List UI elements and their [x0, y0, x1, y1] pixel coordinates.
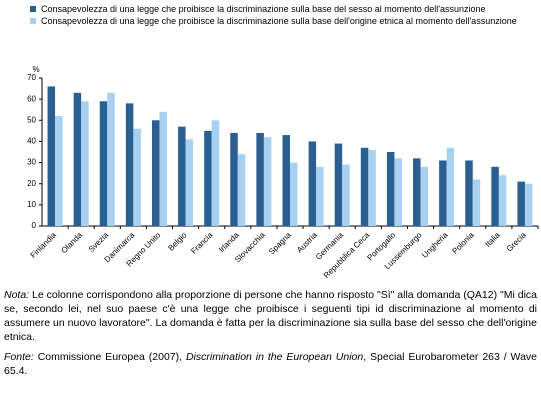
- y-tick-label: 40: [27, 137, 36, 146]
- bar: [99, 101, 108, 226]
- bar: [81, 101, 89, 226]
- y-tick-label: 60: [27, 94, 36, 103]
- bar: [263, 137, 272, 226]
- bar: [73, 92, 82, 226]
- x-tick-label: Finlandia: [29, 230, 59, 260]
- bar: [394, 158, 402, 226]
- x-tick-label: Austria: [295, 230, 319, 254]
- source-title: Discrimination in the European Union: [185, 351, 364, 363]
- bar: [498, 175, 507, 226]
- bar: [151, 120, 160, 226]
- bar: [133, 128, 141, 226]
- bar: [211, 120, 220, 226]
- bar: [204, 130, 212, 226]
- y-tick-label: 10: [27, 200, 36, 209]
- x-tick-label: Repubblica Ceca: [322, 230, 372, 280]
- legend-label: Consapevolezza di una legge che proibisc…: [41, 16, 517, 26]
- bar: [185, 139, 194, 226]
- bar: [517, 181, 525, 226]
- bar: [491, 166, 499, 226]
- x-tick-label: Italia: [483, 230, 502, 249]
- bar: [465, 160, 473, 226]
- y-tick-label: 50: [27, 115, 36, 124]
- source-rest: , Special Eurobarometer 263 / Wave 65.4.: [4, 351, 537, 377]
- legend-swatch: [30, 6, 36, 12]
- bar: [230, 132, 238, 226]
- source: Fonte: Commissione Europea (2007), Discr…: [4, 350, 537, 378]
- note-text: Le colonne corrispondono alla proporzion…: [4, 289, 538, 343]
- bar: [178, 126, 186, 226]
- legend-swatch: [30, 18, 36, 24]
- x-tick-label: Grecia: [505, 230, 528, 253]
- note-label: Nota:: [4, 289, 30, 301]
- bar: [368, 149, 376, 226]
- bar: [308, 141, 317, 226]
- x-tick-label: Ungheria: [420, 230, 450, 260]
- bar: [290, 162, 298, 226]
- bar: [55, 116, 63, 226]
- bar: [159, 111, 167, 226]
- bar: [524, 183, 533, 226]
- x-tick-label: Belgio: [166, 230, 188, 252]
- bar: [237, 154, 246, 226]
- bar: [107, 92, 115, 226]
- bar: [282, 135, 290, 226]
- bar: [446, 147, 455, 226]
- legend-entry: Consapevolezza di una legge che proibisc…: [30, 16, 530, 27]
- x-tick-label: Svezia: [87, 230, 111, 254]
- x-tick-label: Francia: [189, 230, 215, 256]
- bar: [386, 152, 395, 226]
- x-tick-label: Olanda: [59, 230, 84, 255]
- bar: [342, 164, 350, 226]
- x-tick-label: Irlanda: [217, 230, 241, 254]
- y-axis-label: %: [32, 65, 39, 74]
- bar: [420, 166, 429, 226]
- x-tick-label: Spagna: [267, 230, 293, 256]
- bar: [439, 160, 447, 226]
- source-label: Fonte:: [4, 351, 34, 363]
- y-tick-label: 30: [27, 158, 36, 167]
- legend-entry: Consapevolezza di una legge che proibisc…: [30, 4, 530, 15]
- bar: [256, 132, 264, 226]
- source-text: Commissione Europea (2007),: [37, 351, 183, 363]
- x-tick-label: Polonia: [450, 230, 476, 256]
- bar: [316, 166, 324, 226]
- legend-label: Consapevolezza di una legge che proibisc…: [41, 4, 486, 14]
- bar: [472, 179, 481, 226]
- y-tick-label: 70: [27, 73, 36, 82]
- note: Nota: Le colonne corrispondono alla prop…: [4, 288, 537, 344]
- bar: [360, 147, 369, 226]
- y-tick-label: 20: [27, 179, 36, 188]
- legend: Consapevolezza di una legge che proibisc…: [30, 4, 530, 28]
- bar: [413, 158, 421, 226]
- y-tick-label: 0: [32, 221, 37, 230]
- bar: [47, 86, 56, 226]
- bar: [125, 103, 134, 226]
- bar: [334, 143, 343, 226]
